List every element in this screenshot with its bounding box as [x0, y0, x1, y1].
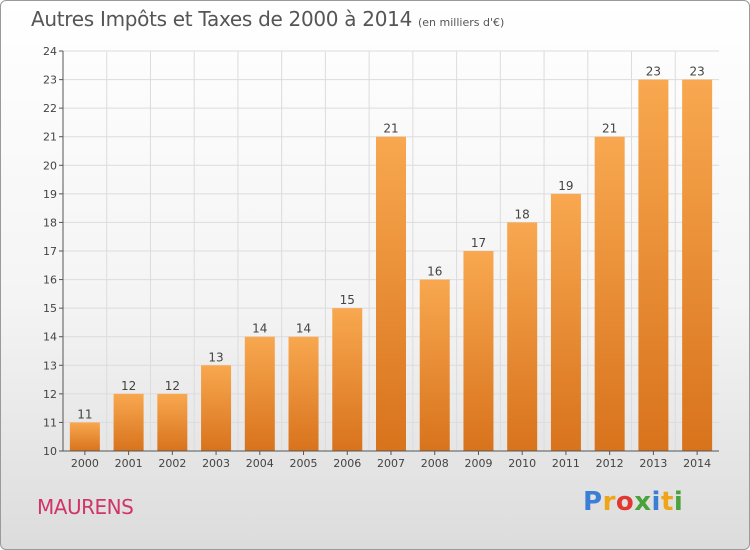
x-tick-label: 2010 [508, 457, 536, 470]
chart-title: Autres Impôts et Taxes de 2000 à 2014 [31, 7, 412, 31]
bar [594, 136, 625, 451]
bar [69, 422, 100, 451]
tick-labels: 10 11 12 13 14 15 16 17 18 19 20 21 22 23 24 11 2000 12 20… [43, 45, 711, 470]
bar [332, 308, 363, 451]
logo-letter: r [602, 487, 616, 517]
y-tick-label: 17 [43, 245, 57, 258]
data-label: 12 [121, 379, 136, 393]
bar [419, 279, 450, 451]
data-label: 18 [515, 207, 530, 221]
bars [69, 79, 713, 452]
x-tick-label: 2008 [421, 457, 449, 470]
x-tick-label: 2011 [552, 457, 580, 470]
y-tick-label: 16 [43, 274, 57, 287]
x-tick-label: 2004 [246, 457, 274, 470]
bar [507, 222, 538, 451]
x-tick-label: 2001 [115, 457, 143, 470]
y-tick-label: 19 [43, 188, 57, 201]
data-label: 14 [252, 322, 267, 336]
bar [550, 193, 581, 451]
data-label: 13 [208, 350, 223, 364]
x-tick-label: 2007 [377, 457, 405, 470]
x-tick-label: 2013 [639, 457, 667, 470]
axes [59, 50, 719, 455]
chart-title-block: Autres Impôts et Taxes de 2000 à 2014 (en… [31, 7, 504, 31]
logo-letter: x [634, 487, 652, 517]
bar [113, 393, 144, 451]
bar [244, 336, 275, 451]
data-label: 19 [558, 179, 573, 193]
x-tick-label: 2000 [71, 457, 99, 470]
bar [288, 336, 319, 451]
data-label: 17 [471, 236, 486, 250]
data-label: 23 [646, 65, 661, 79]
bar [201, 365, 232, 451]
town-name: MAURENS [37, 495, 134, 519]
y-tick-label: 10 [43, 445, 57, 458]
x-tick-label: 2012 [596, 457, 624, 470]
y-tick-label: 21 [43, 131, 57, 144]
data-label: 12 [165, 379, 180, 393]
logo-letter: t [660, 487, 674, 517]
y-tick-label: 20 [43, 159, 57, 172]
logo-letter: i [651, 487, 661, 517]
bar [463, 251, 494, 451]
data-label: 21 [602, 122, 617, 136]
data-label: 23 [689, 65, 704, 79]
y-tick-label: 22 [43, 102, 57, 115]
y-tick-label: 18 [43, 216, 57, 229]
y-tick-label: 12 [43, 388, 57, 401]
y-tick-label: 24 [43, 45, 57, 58]
y-tick-label: 11 [43, 416, 57, 429]
data-label: 21 [383, 122, 398, 136]
y-tick-label: 15 [43, 302, 57, 315]
chart-subtitle: (en milliers d'€) [418, 16, 505, 29]
data-label: 16 [427, 265, 442, 279]
y-tick-label: 14 [43, 331, 57, 344]
bar [376, 136, 406, 451]
x-tick-label: 2002 [158, 457, 186, 470]
data-label: 11 [77, 407, 92, 421]
x-tick-label: 2009 [464, 457, 492, 470]
proxiti-logo: Proxiti [583, 487, 683, 517]
bar [638, 79, 669, 452]
x-tick-label: 2003 [202, 457, 230, 470]
y-tick-label: 13 [43, 359, 57, 372]
bar [157, 393, 188, 451]
logo-letter: P [583, 487, 603, 517]
data-label: 15 [340, 293, 355, 307]
x-tick-label: 2006 [333, 457, 361, 470]
logo-letter: i [673, 487, 684, 517]
data-label: 14 [296, 322, 311, 336]
logo-letter: o [615, 487, 635, 517]
y-tick-label: 23 [43, 74, 57, 87]
x-tick-label: 2005 [290, 457, 318, 470]
x-tick-label: 2014 [683, 457, 711, 470]
bar [682, 79, 713, 452]
